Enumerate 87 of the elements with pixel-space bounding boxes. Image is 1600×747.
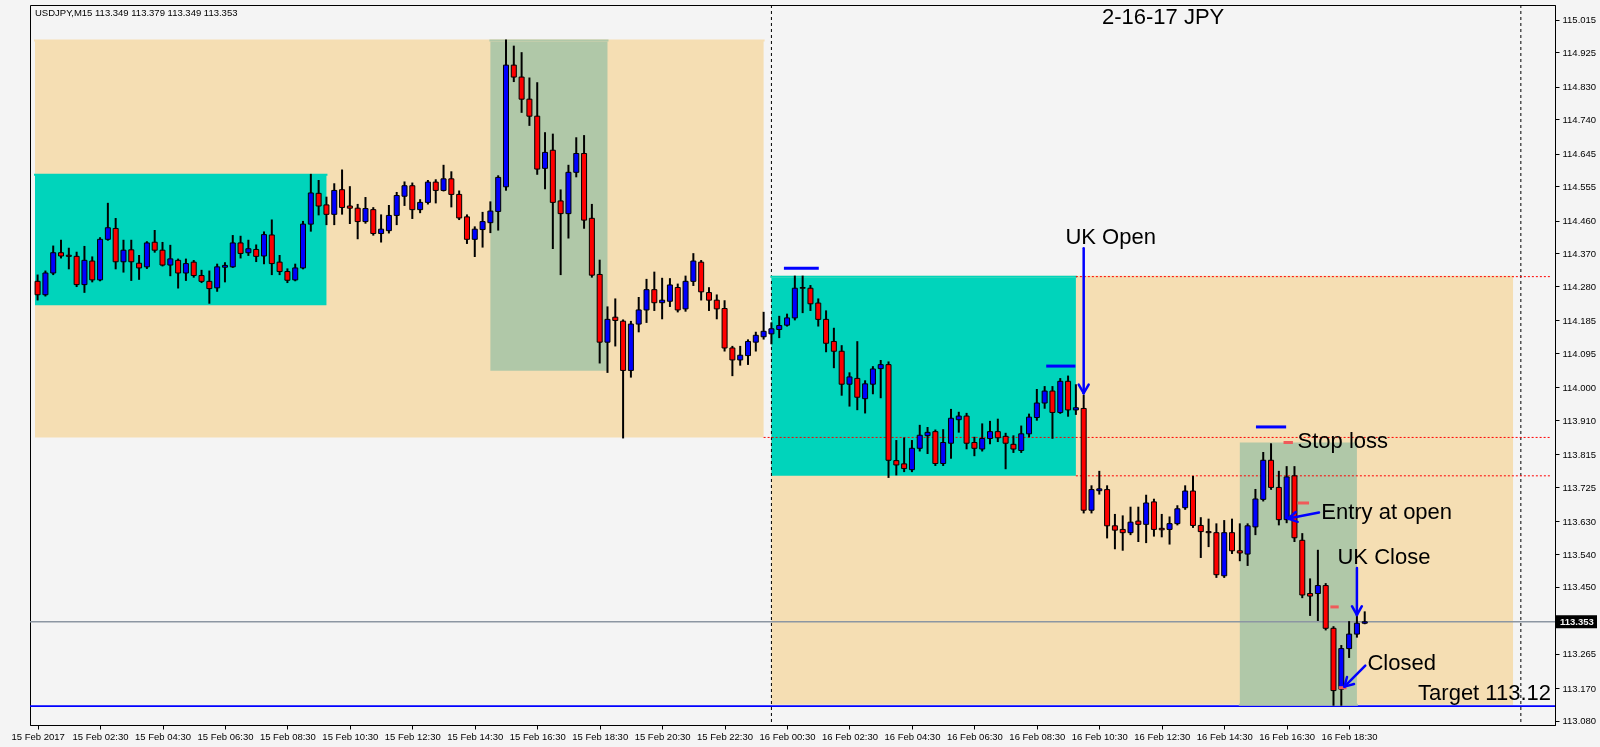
x-tick-label: 16 Feb 02:30	[821, 730, 878, 742]
y-tick-label: 114.830	[1562, 81, 1597, 93]
x-tick-label: 15 Feb 22:30	[697, 730, 754, 742]
candlestick	[1143, 494, 1150, 544]
y-tick-label: 114.645	[1562, 148, 1597, 160]
x-tick-label: 15 Feb 02:30	[72, 730, 129, 742]
candlestick	[987, 420, 994, 445]
candlestick	[1229, 518, 1236, 554]
x-tick-label: 15 Feb 06:30	[197, 730, 254, 742]
y-tick-label: 113.910	[1562, 414, 1597, 426]
chart-title: 2-16-17 JPY	[1101, 4, 1225, 29]
x-tick-label: 16 Feb 04:30	[884, 730, 941, 742]
candlestick	[745, 339, 751, 365]
x-tick-label: 16 Feb 10:30	[1071, 730, 1128, 742]
y-tick-label: 113.725	[1562, 481, 1597, 493]
candlestick	[1111, 513, 1118, 550]
x-tick-label: 16 Feb 00:30	[759, 730, 816, 742]
candlestick	[378, 214, 385, 243]
y-tick-label: 114.095	[1562, 347, 1597, 359]
candlestick	[214, 263, 221, 292]
x-tick-label: 15 Feb 12:30	[384, 730, 441, 742]
y-tick-label: 113.170	[1562, 682, 1597, 694]
candlestick	[659, 277, 666, 320]
y-tick-label: 114.925	[1562, 46, 1597, 58]
y-tick-label: 113.630	[1562, 515, 1597, 527]
annotation: UK Open	[1065, 224, 1156, 250]
candlestick	[862, 380, 869, 414]
y-tick-label: 115.015	[1562, 14, 1597, 26]
candlestick	[424, 180, 431, 205]
candlestick	[143, 241, 150, 269]
annotation: UK Close	[1337, 543, 1431, 569]
y-tick-label: 114.740	[1562, 113, 1597, 125]
candlestick	[542, 132, 549, 190]
y-tick-label: 114.370	[1562, 247, 1597, 259]
y-tick-label: 114.185	[1562, 314, 1597, 326]
candlestick	[830, 327, 837, 369]
y-tick-label: 113.080	[1562, 715, 1597, 727]
candlestick	[385, 205, 392, 234]
candlestick	[175, 258, 182, 289]
y-tick-label: 114.280	[1562, 280, 1597, 292]
y-tick-label: 113.815	[1562, 448, 1597, 460]
candlestick	[1314, 549, 1321, 621]
annotation: Stop loss	[1297, 428, 1389, 454]
candlestick	[1307, 578, 1314, 616]
candlestick	[869, 366, 876, 395]
candlestick	[1026, 413, 1033, 438]
x-tick-label: 16 Feb 16:30	[1259, 730, 1316, 742]
candlestick	[908, 440, 915, 473]
candlestick	[136, 254, 143, 280]
candlestick	[182, 258, 189, 281]
y-tick-label: 113.450	[1562, 581, 1597, 593]
x-tick-label: 16 Feb 14:30	[1196, 730, 1253, 742]
candlestick	[463, 214, 470, 244]
candlestick	[823, 310, 830, 353]
y-tick-label: 114.000	[1562, 381, 1597, 393]
candlestick	[1346, 621, 1353, 658]
x-tick-label: 16 Feb 08:30	[1009, 730, 1066, 742]
y-tick-label: 114.460	[1562, 215, 1597, 227]
candlestick	[705, 287, 712, 311]
y-tick-label: 113.540	[1562, 548, 1597, 560]
x-tick-label: 15 Feb 14:30	[447, 730, 504, 742]
y-tick-label: 113.265	[1562, 648, 1597, 660]
x-tick-label: 15 Feb 04:30	[135, 730, 192, 742]
x-tick-label: 16 Feb 06:30	[946, 730, 1003, 742]
x-tick-label: 15 Feb 08:30	[259, 730, 316, 742]
y-tick-label: 114.555	[1562, 180, 1597, 192]
candlestick	[339, 169, 346, 215]
candlestick	[104, 202, 111, 241]
x-tick-label: 15 Feb 2017	[11, 730, 65, 742]
chart-subtitle: USDJPY,M15 113.349 113.379 113.349 113.353	[35, 7, 238, 18]
candlestick	[221, 262, 228, 283]
candlestick	[260, 231, 267, 265]
ref-line-label: Target 113.12	[1418, 680, 1551, 706]
annotation: Closed	[1367, 649, 1436, 675]
annotation: Entry at open	[1321, 498, 1453, 524]
x-tick-label: 15 Feb 18:30	[572, 730, 629, 742]
x-tick-label: 15 Feb 10:30	[322, 730, 379, 742]
candlestick	[1033, 388, 1040, 421]
x-tick-label: 16 Feb 18:30	[1321, 730, 1378, 742]
ref-line-label: 113.353	[1560, 615, 1594, 627]
x-tick-label: 15 Feb 16:30	[509, 730, 566, 742]
candlestick	[666, 278, 673, 307]
candlestick	[1182, 485, 1189, 510]
candlestick	[346, 186, 353, 225]
candlestick	[1361, 611, 1368, 625]
x-tick-label: 15 Feb 20:30	[634, 730, 691, 742]
x-tick-label: 16 Feb 12:30	[1134, 730, 1191, 742]
